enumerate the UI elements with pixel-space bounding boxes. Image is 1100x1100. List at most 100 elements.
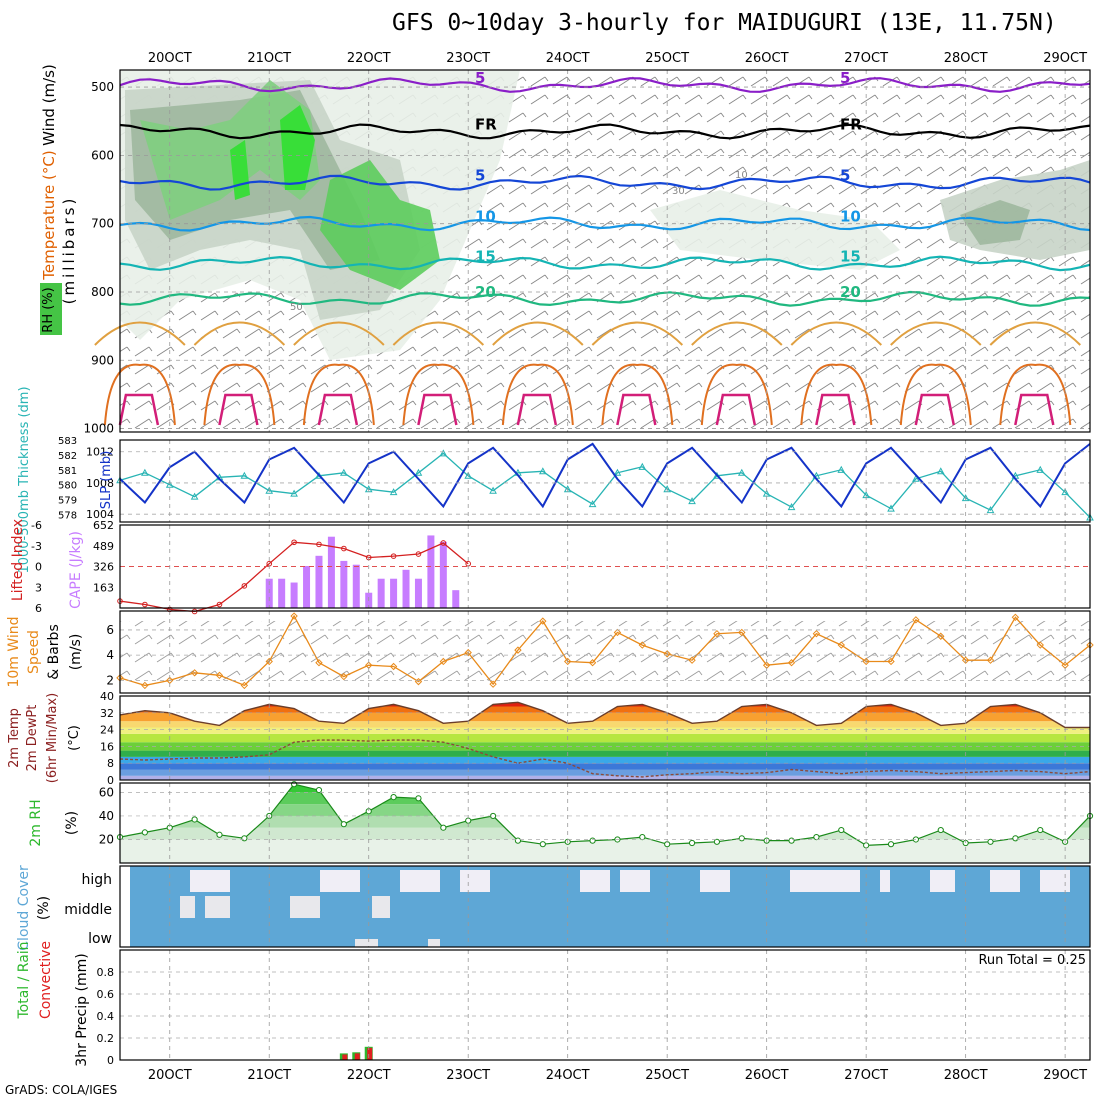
isotherm-label: FR — [840, 115, 862, 133]
rh-point — [191, 816, 198, 823]
panel-frame — [119, 69, 1091, 433]
isotherm-loop — [715, 393, 757, 426]
wind-speed-point — [389, 662, 398, 671]
wind-speed-point — [489, 680, 497, 688]
panel-frame — [119, 865, 1091, 948]
thickness-point — [389, 488, 398, 496]
isotherm-line — [119, 215, 1091, 232]
thickness-point — [638, 462, 647, 470]
wind-speed-point — [290, 612, 298, 620]
thickness-tick-label: 581 — [58, 466, 77, 477]
date-label-bottom: 25OCT — [645, 1068, 689, 1083]
panel-label-wind10m: 10m Wind — [6, 616, 22, 687]
wind-speed-point — [613, 628, 622, 637]
panel-label-rh: RH (%) — [41, 287, 56, 332]
li-tick-label: -3 — [31, 540, 42, 553]
temp-tick-label: 16 — [100, 740, 114, 753]
isotherm-label: FR — [475, 115, 497, 133]
rh-point — [216, 831, 223, 838]
wind-speed-line — [119, 614, 1091, 687]
precip-tick-label: 0 — [107, 1054, 114, 1067]
cape-bar — [303, 565, 311, 608]
cape-bar — [327, 536, 335, 608]
isotherm-loop — [193, 321, 286, 346]
rh-point — [813, 834, 820, 841]
rh-contour-label: 50 — [290, 302, 303, 313]
cape-bar — [340, 560, 348, 608]
temp-band — [120, 742, 1090, 751]
thickness-point — [912, 474, 920, 482]
y-tick-label: 600 — [91, 148, 114, 162]
wind-speed-point — [1036, 641, 1044, 649]
thickness-tick-label: 583 — [58, 436, 77, 447]
cloud-gap-low — [428, 939, 440, 947]
wind-speed-point — [638, 641, 647, 649]
thickness-point — [240, 471, 249, 479]
thickness-point — [340, 468, 348, 476]
panel-label-cloud-unit: (%) — [36, 896, 52, 920]
panel-label-thickness: 1000-500mb Thickness (dm) — [17, 386, 32, 573]
rh-point — [688, 839, 696, 847]
isotherm-line — [119, 123, 1091, 140]
date-label-bottom: 29OCT — [1043, 1068, 1087, 1083]
wind-speed-point — [887, 657, 895, 666]
rh-shading — [650, 190, 900, 270]
wind-speed-point — [713, 630, 721, 638]
temp-band — [120, 763, 1090, 770]
cloud-gap-high — [400, 870, 440, 892]
wind-speed-point — [265, 657, 273, 666]
precip-tick-label: 0.2 — [97, 1032, 115, 1045]
rh-line — [119, 783, 1091, 847]
panel-frame — [119, 782, 1091, 864]
date-label-top: 23OCT — [446, 51, 490, 66]
temp-band — [120, 733, 1090, 743]
thickness-point — [961, 494, 970, 502]
panel-label-temperature: Temperature (°C) — [40, 150, 58, 280]
rh-point — [514, 837, 522, 844]
date-label-top: 22OCT — [347, 51, 391, 66]
isotherm-line — [119, 255, 1091, 272]
cloud-gap-high — [700, 870, 730, 892]
rh-legend-swatch — [40, 283, 62, 335]
cape-tick-label: 652 — [93, 519, 114, 532]
isotherm-loop — [591, 321, 684, 346]
cloud-gap-high — [1040, 870, 1070, 892]
cloud-gap-high — [620, 870, 650, 892]
thickness-point — [141, 468, 149, 476]
panel-background — [120, 440, 1090, 522]
isotherm-loop — [317, 393, 359, 426]
rh-tick-label: 20 — [99, 832, 114, 846]
cape-tick-label: 163 — [93, 581, 114, 594]
wind-speed-point — [240, 681, 249, 690]
thickness-point — [737, 468, 746, 476]
thickness-point — [688, 497, 696, 505]
cape-bar — [377, 578, 385, 608]
isotherm-loop — [790, 321, 883, 346]
cloud-gap-high — [320, 870, 360, 892]
isotherm-loop — [118, 393, 160, 426]
panel-label-precip-conv: Convective — [38, 941, 54, 1019]
rh-point — [390, 794, 397, 801]
thickness-point — [538, 467, 547, 475]
rh-point — [415, 795, 422, 802]
panel-frame — [119, 524, 1091, 609]
cloud-level-middle: middle — [64, 902, 112, 918]
rh-shading — [280, 105, 315, 190]
rh-point — [315, 786, 323, 794]
temp-tick-label: 8 — [107, 757, 114, 770]
precip-tick-label: 0.4 — [97, 1010, 115, 1023]
chart-title: GFS 0~10day 3-hourly for MAIDUGURI (13E,… — [392, 10, 1057, 36]
wind-speed-point — [464, 648, 472, 657]
isotherm-loop — [94, 321, 186, 346]
isotherm-loop — [392, 321, 485, 346]
rh-point — [838, 826, 845, 834]
panel-label-lifted-index: Lifted Index — [10, 519, 26, 601]
wind-speed-point — [141, 681, 149, 690]
cape-bar — [278, 578, 286, 608]
cloud-level-high: high — [81, 872, 112, 888]
isotherm-loop — [417, 393, 458, 426]
cape-bar — [290, 582, 298, 608]
rh-point — [291, 781, 298, 788]
y-tick-label: 900 — [91, 353, 114, 367]
temp-band — [120, 756, 1090, 764]
